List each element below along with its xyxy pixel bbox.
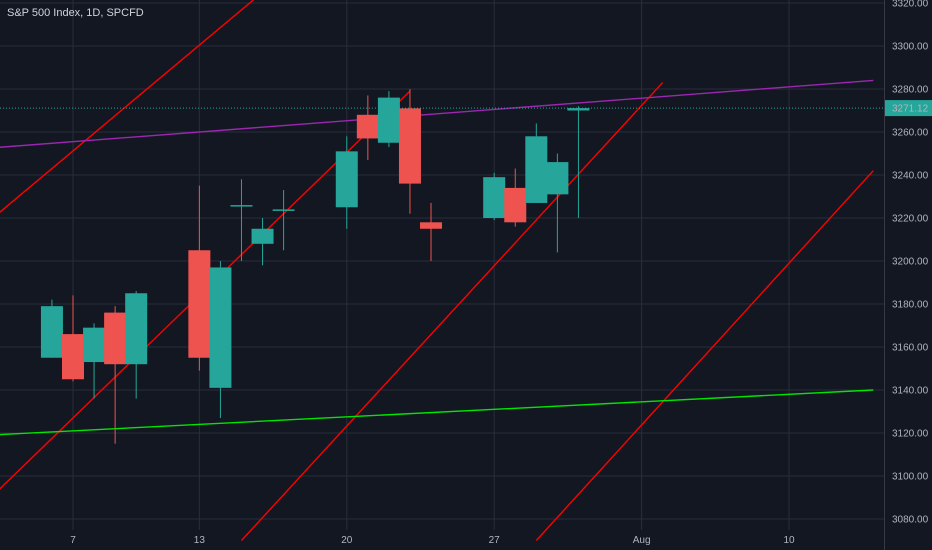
price-tick-label: 3260.00 (892, 128, 929, 139)
candle (567, 106, 590, 218)
channel-trendline[interactable] (240, 82, 664, 541)
candle (398, 89, 421, 214)
candle (83, 323, 106, 399)
candle-body (546, 162, 569, 195)
price-tick-label: 3180.00 (892, 300, 929, 311)
candle (483, 172, 506, 221)
candle-body (40, 306, 63, 358)
candle (525, 123, 548, 203)
candle-body (504, 187, 527, 223)
price-tick-label: 3120.00 (892, 429, 929, 440)
last-price-label-background (885, 100, 932, 117)
time-axis[interactable]: 7 13 20 27 Aug 10 (70, 535, 795, 546)
candle-body (230, 205, 253, 207)
candle (62, 295, 84, 382)
candle-body (251, 228, 274, 244)
candle (546, 153, 569, 253)
time-tick-label: 13 (194, 535, 206, 546)
candle (272, 190, 295, 251)
channel-trendline[interactable] (535, 170, 874, 541)
last-price-label: 3271.12 (885, 100, 932, 117)
candle-body (62, 334, 84, 380)
candle (504, 168, 527, 227)
candle-body (188, 250, 211, 358)
candle-body (335, 151, 358, 208)
candle-layer (40, 89, 590, 444)
price-tick-label: 3240.00 (892, 171, 929, 182)
candle-body (377, 97, 400, 143)
candle (230, 179, 253, 261)
candle (251, 218, 274, 266)
chart-title: S&P 500 Index, 1D, SPCFD (7, 7, 144, 19)
candle (209, 261, 232, 418)
price-tick-label: 3160.00 (892, 343, 929, 354)
last-price-value: 3271.12 (892, 104, 929, 115)
price-tick-label: 3140.00 (892, 386, 929, 397)
candle-body (83, 327, 106, 363)
candle (356, 95, 379, 160)
time-tick-label: 27 (489, 535, 501, 546)
price-axis[interactable]: 3080.00 3100.00 3120.00 3140.00 3160.00 3180.… (884, 0, 929, 550)
price-tick-label: 3100.00 (892, 472, 929, 483)
candle-body (209, 267, 232, 388)
time-tick-label: Aug (633, 535, 651, 546)
channel-trendline[interactable] (0, 90, 411, 540)
price-tick-label: 3320.00 (892, 0, 929, 10)
candle (335, 136, 358, 229)
candle (188, 185, 211, 371)
price-tick-label: 3300.00 (892, 42, 929, 53)
candle-body (356, 114, 379, 139)
price-tick-label: 3080.00 (892, 515, 929, 526)
candle-body (104, 312, 127, 365)
candle-body (272, 209, 295, 211)
candle (104, 306, 127, 444)
price-tick-label: 3220.00 (892, 214, 929, 225)
candle (420, 202, 443, 261)
channel-trendline[interactable] (0, 0, 368, 257)
time-tick-label: 10 (783, 535, 795, 546)
candle-body (420, 222, 443, 229)
support-trendline[interactable] (0, 389, 874, 437)
price-tick-label: 3200.00 (892, 257, 929, 268)
candle-body (398, 108, 421, 184)
candle (125, 291, 148, 399)
candle-body (525, 136, 548, 203)
candle-body (483, 177, 506, 218)
price-tick-label: 3280.00 (892, 85, 929, 96)
time-tick-label: 7 (70, 535, 76, 546)
candle-body (125, 293, 148, 365)
time-tick-label: 20 (341, 535, 353, 546)
candle-body (567, 108, 590, 111)
candle (40, 299, 63, 358)
candle (377, 91, 400, 148)
